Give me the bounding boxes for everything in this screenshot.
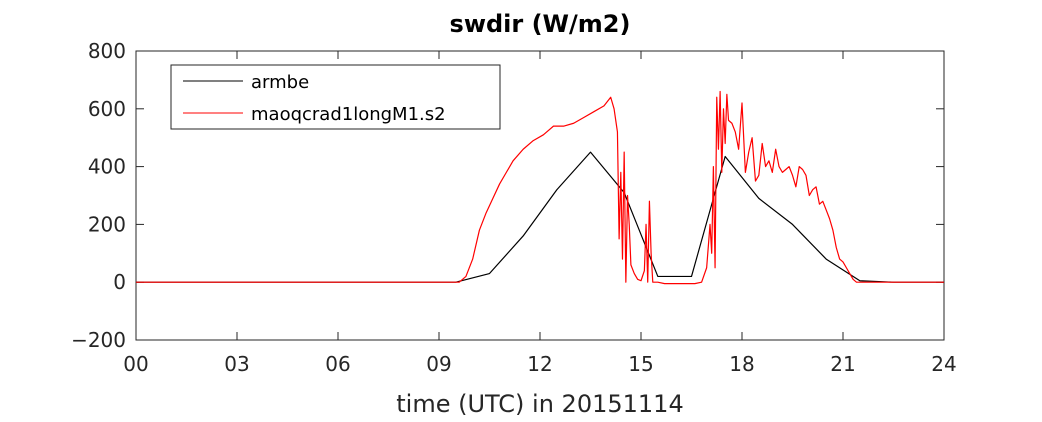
chart-title: swdir (W/m2) [450, 10, 631, 38]
series-line-maoqcrad1longM1 [136, 90, 944, 285]
x-tick-label: 18 [729, 352, 754, 376]
x-tick-label: 06 [325, 352, 350, 376]
y-tick-label: 800 [88, 39, 126, 63]
legend-label-armbe: armbe [251, 72, 309, 93]
x-tick-label: 09 [426, 352, 451, 376]
y-tick-label: 0 [113, 270, 126, 294]
series-line-armbe [136, 151, 944, 283]
x-tick-label: 00 [123, 352, 148, 376]
y-tick-label: 200 [88, 212, 126, 236]
x-tick-label: 15 [628, 352, 653, 376]
series-layer [136, 90, 944, 285]
x-tick-label: 12 [527, 352, 552, 376]
y-axis: −200 0 200 400 600 800 [71, 39, 944, 352]
x-axis-label: time (UTC) in 20151114 [396, 390, 683, 417]
x-axis: 00 03 06 09 12 15 18 21 24 [123, 51, 957, 376]
y-tick-label: 600 [88, 97, 126, 121]
y-tick-label: 400 [88, 155, 126, 179]
y-tick-label: −200 [71, 328, 126, 352]
x-tick-label: 24 [931, 352, 956, 376]
x-tick-label: 03 [224, 352, 249, 376]
legend-label-maoqcrad1longM1: maoqcrad1longM1.s2 [251, 104, 446, 125]
legend-box [170, 64, 501, 130]
x-tick-label: 21 [830, 352, 855, 376]
legend: armbe maoqcrad1longM1.s2 [170, 64, 501, 130]
